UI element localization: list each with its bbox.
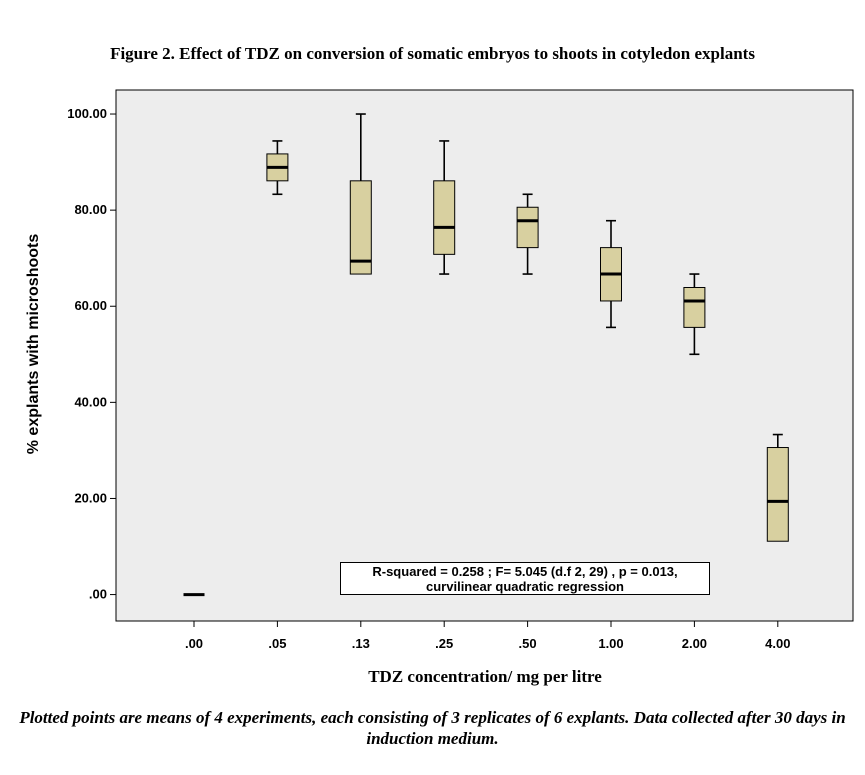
x-tick-label: .00	[185, 636, 203, 651]
box-.50	[516, 193, 539, 275]
box-plot-chart: .00 20.00 40.00 60.00 80.00 100.00 .00 .05 .13.…	[25, 89, 854, 686]
x-axis-label: TDZ concentration/ mg per litre	[368, 667, 602, 686]
y-axis-label: % explants with microshoots	[25, 234, 42, 455]
x-tick-label: .25	[435, 636, 453, 651]
box-iqr	[766, 447, 789, 542]
figure-caption: Plotted points are means of 4 experiment…	[19, 708, 846, 748]
annotation-line-2: curvilinear quadratic regression	[426, 579, 624, 594]
box-.05	[266, 140, 289, 196]
box-1.00	[600, 219, 622, 329]
y-tick-label: 20.00	[74, 490, 107, 505]
x-tick-label: 2.00	[682, 636, 707, 651]
y-tick-label: 100.00	[67, 106, 107, 121]
box-iqr	[516, 206, 539, 249]
box-iqr	[433, 180, 456, 255]
annotation-line-1: R-squared = 0.258 ; F= 5.045 (d.f 2, 29)…	[372, 564, 678, 579]
x-tick-label: 4.00	[765, 636, 790, 651]
x-axis: .00 .05 .13 .25 .50 1.00 2.00 4.00	[185, 621, 790, 651]
x-tick-label: 1.00	[598, 636, 623, 651]
box-.13	[349, 113, 372, 275]
box-iqr	[683, 287, 706, 328]
y-axis: .00 20.00 40.00 60.00 80.00 100.00	[67, 106, 116, 602]
box-series	[183, 113, 789, 597]
box-2.00	[683, 273, 706, 356]
y-tick-label: 80.00	[74, 202, 107, 217]
y-tick-label: .00	[89, 587, 107, 602]
x-tick-label: .13	[352, 636, 370, 651]
y-tick-label: 40.00	[74, 394, 107, 409]
x-tick-label: .05	[268, 636, 286, 651]
box-iqr	[349, 180, 372, 275]
box-.25	[433, 140, 456, 275]
x-tick-label: .50	[519, 636, 537, 651]
chart-title: Figure 2. Effect of TDZ on conversion of…	[110, 44, 755, 63]
box-4.00	[766, 433, 789, 542]
regression-annotation: R-squared = 0.258 ; F= 5.045 (d.f 2, 29)…	[340, 562, 710, 595]
y-tick-label: 60.00	[74, 298, 107, 313]
plot-area	[115, 89, 854, 622]
